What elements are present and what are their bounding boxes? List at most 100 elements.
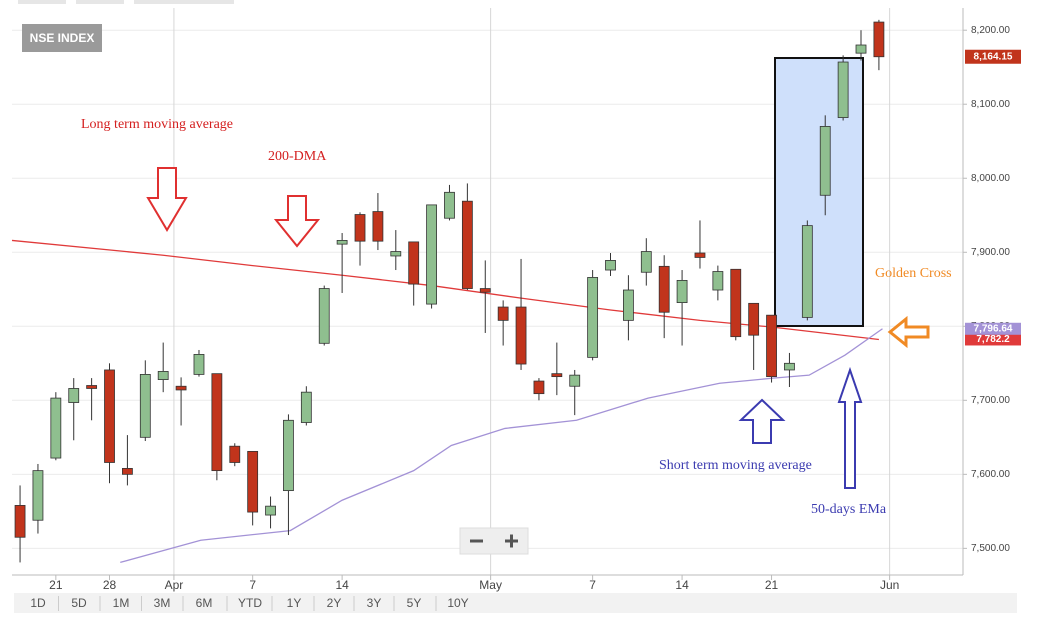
range-button[interactable]: 5D [71, 596, 87, 610]
range-button[interactable]: 3Y [367, 596, 382, 610]
candle-body [712, 271, 724, 291]
candle-body [139, 374, 151, 438]
candle-body [68, 388, 80, 403]
annotation: Short term moving average [659, 458, 812, 473]
range-bar [14, 593, 1017, 613]
range-button[interactable]: 2Y [327, 596, 342, 610]
range-button[interactable]: 6M [196, 596, 213, 610]
x-tick-label: 21 [49, 578, 63, 592]
candle-body [801, 225, 813, 318]
arrow [887, 315, 930, 349]
candle-body [837, 61, 849, 118]
tab [18, 0, 66, 4]
candle-body [336, 240, 348, 245]
candle-body [354, 214, 366, 242]
range-button[interactable]: YTD [238, 596, 262, 610]
candle-body [122, 468, 133, 475]
tab [76, 0, 124, 4]
y-tick-label: 7,700.00 [971, 395, 1010, 406]
y-tick-label: 7,900.00 [971, 247, 1010, 258]
candle-body [265, 505, 276, 516]
x-tick-label: 7 [249, 578, 256, 592]
candle-body [408, 241, 420, 285]
candle-body [748, 302, 760, 336]
candle-body [569, 374, 581, 387]
candle-body [211, 373, 223, 472]
range-button[interactable]: 10Y [447, 596, 468, 610]
price-label: 7,782.2 [976, 334, 1010, 345]
candle-body [444, 191, 455, 219]
candle-body [390, 251, 402, 257]
candle-body [784, 362, 795, 371]
range-button[interactable]: 1D [30, 596, 46, 610]
candle-body [247, 450, 259, 513]
candle-body [193, 354, 205, 375]
candle-body [14, 505, 26, 538]
candle-body [318, 288, 330, 344]
price-tag [965, 333, 1021, 346]
range-button[interactable]: 1M [113, 596, 130, 610]
candle-body [479, 288, 491, 293]
candle-body [694, 252, 706, 258]
candle-body [873, 21, 885, 58]
x-tick-label: 14 [675, 578, 689, 592]
marks [11, 19, 885, 564]
annotation: Long term moving average [81, 117, 233, 132]
x-tick-label: Jun [880, 578, 899, 592]
x-tick-label: 7 [589, 578, 596, 592]
candle-body [426, 204, 437, 305]
candle-body [157, 371, 169, 380]
highlight-box [774, 57, 864, 327]
price-label: 8,164.15 [974, 51, 1013, 62]
y-tick-label: 8,200.00 [971, 25, 1010, 36]
x-tick-label: Apr [165, 578, 184, 592]
candle-body [32, 470, 44, 521]
candle-body [86, 385, 98, 389]
x-tick-label: May [479, 578, 502, 592]
candle-body [640, 251, 652, 273]
x-tick-label: 14 [335, 578, 349, 592]
price-tag [965, 49, 1021, 64]
candle-body [300, 391, 312, 423]
moving-average [120, 328, 883, 564]
candle-body [461, 200, 473, 289]
range-button[interactable]: 1Y [287, 596, 302, 610]
badge-bg [22, 24, 102, 52]
candle-body [676, 279, 688, 304]
candle-body [533, 380, 545, 395]
arrow [273, 195, 321, 248]
candle-body [372, 211, 384, 242]
candle-body [497, 306, 509, 321]
candle-body [730, 268, 742, 338]
price-tag [965, 322, 1021, 335]
range-button[interactable]: 5Y [407, 596, 422, 610]
candle-body [515, 306, 527, 365]
arrow [837, 366, 863, 489]
y-tick-label: 7,500.00 [971, 543, 1010, 554]
candle-body [175, 385, 187, 391]
candle-body [766, 314, 777, 378]
x-tick-label: 28 [103, 578, 117, 592]
candle-body [605, 260, 616, 271]
arrow [146, 167, 188, 232]
candle-body [855, 44, 867, 54]
annotation: Golden Cross [875, 266, 952, 281]
annotation: 200-DMA [268, 149, 327, 164]
price-label: 7,796.64 [974, 323, 1013, 334]
badge: NSE INDEX [30, 31, 95, 45]
candle-body [623, 289, 634, 321]
range-button[interactable]: 3M [154, 596, 171, 610]
candle-body [819, 126, 831, 196]
y-tick-label: 8,100.00 [971, 99, 1010, 110]
candle-body [50, 397, 62, 459]
arrow [738, 398, 786, 444]
candle-body [658, 265, 670, 313]
candle-body [551, 373, 563, 378]
tab [134, 0, 234, 4]
candle-body [229, 445, 241, 463]
y-tick-label: 7,600.00 [971, 469, 1010, 480]
x-tick-label: 21 [765, 578, 779, 592]
annotation: 50-days EMa [811, 502, 887, 517]
candle-body [587, 277, 599, 358]
